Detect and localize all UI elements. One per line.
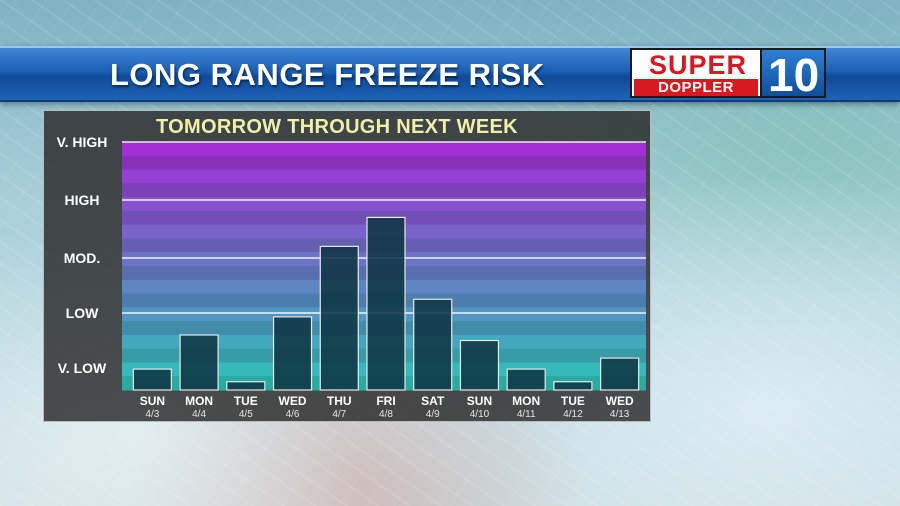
bar-mon-4-11 (506, 368, 546, 391)
x-tick-date: 4/7 (332, 409, 346, 420)
logo-number: 10 (768, 49, 820, 101)
bar-sun-4-3 (132, 368, 172, 391)
x-tick-date: 4/9 (426, 409, 440, 420)
x-tick-date: 4/4 (192, 409, 206, 420)
x-tick-day: TUE (561, 394, 585, 408)
x-tick-date: 4/12 (563, 409, 583, 420)
bar-mon-4-4 (179, 334, 219, 391)
bar-tue-4-5 (226, 381, 266, 391)
bar-thu-4-7 (319, 245, 359, 391)
risk-band (122, 155, 646, 171)
logo-super-text: SUPER (648, 50, 748, 80)
x-tick-day: THU (327, 394, 352, 408)
risk-band (122, 169, 646, 184)
y-tick-label: V. HIGH (57, 134, 108, 150)
logo-number-badge: 10 (762, 48, 826, 101)
bar-sat-4-9 (413, 298, 453, 391)
x-tick-day: MON (512, 394, 540, 408)
x-tick-day: WED (279, 394, 307, 408)
x-tick-date: 4/13 (610, 409, 630, 420)
x-tick-day: FRI (376, 394, 395, 408)
x-tick-date: 4/11 (517, 409, 536, 420)
bar-fri-4-8 (366, 216, 406, 391)
x-tick-date: 4/3 (145, 409, 159, 420)
x-axis-labels: SUN4/3MON4/4TUE4/5WED4/6THU4/7FRI4/8SAT4… (140, 394, 634, 420)
x-tick-day: SUN (467, 394, 492, 408)
x-tick-day: SUN (140, 394, 165, 408)
x-tick-day: SAT (421, 394, 445, 408)
y-tick-label: MOD. (64, 250, 101, 266)
x-tick-date: 4/5 (239, 409, 253, 420)
x-tick-day: WED (606, 394, 634, 408)
risk-band (122, 142, 646, 157)
station-logo: SUPER DOPPLER 10 (630, 48, 826, 101)
y-tick-label: HIGH (65, 192, 100, 208)
y-tick-label: V. LOW (58, 360, 107, 376)
bar-tue-4-12 (553, 381, 593, 391)
bar-sun-4-10 (459, 339, 500, 391)
logo-doppler-text: DOPPLER (634, 79, 758, 96)
bar-wed-4-13 (600, 357, 640, 391)
page-title: LONG RANGE FREEZE RISK (110, 57, 545, 92)
risk-band (122, 183, 646, 198)
y-axis-labels: V. LOW LOW MOD. HIGH V. HIGH (57, 134, 108, 376)
chart-title: TOMORROW THROUGH NEXT WEEK (156, 116, 518, 138)
x-tick-date: 4/10 (470, 409, 490, 420)
x-tick-day: MON (185, 394, 213, 408)
y-tick-label: LOW (66, 305, 99, 321)
x-tick-date: 4/8 (379, 409, 393, 420)
x-tick-date: 4/6 (286, 409, 300, 420)
logo-wordmark: SUPER DOPPLER (630, 48, 762, 98)
x-tick-day: TUE (234, 394, 258, 408)
bar-wed-4-6 (272, 316, 313, 391)
bars (132, 216, 640, 391)
